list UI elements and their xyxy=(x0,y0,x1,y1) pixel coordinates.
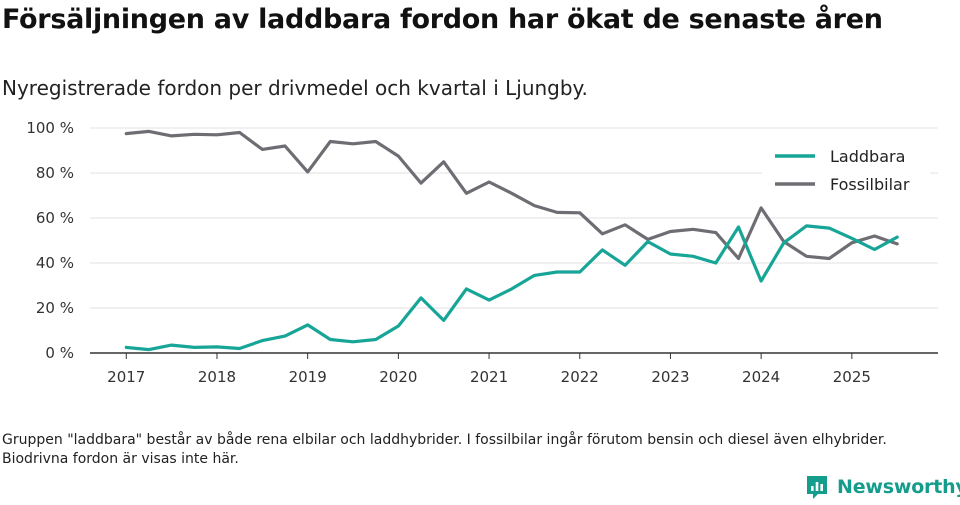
series-line-laddbara xyxy=(124,224,899,352)
y-tick-label: 100 % xyxy=(26,119,74,137)
x-tick-label: 2020 xyxy=(379,368,417,386)
brand[interactable]: Newsworthy xyxy=(805,474,960,500)
y-tick-label: 20 % xyxy=(36,299,74,317)
legend: Laddbara Fossilbilar xyxy=(762,140,930,200)
x-tick-label: 2017 xyxy=(107,368,145,386)
x-tick-label: 2023 xyxy=(651,368,689,386)
x-tick-label: 2024 xyxy=(742,368,780,386)
chart-title: Försäljningen av laddbara fordon har öka… xyxy=(2,4,883,35)
legend-label: Fossilbilar xyxy=(830,175,910,194)
y-tick-label: 80 % xyxy=(36,164,74,182)
newsworthy-logo-icon xyxy=(807,476,827,499)
footnote: Gruppen "laddbara" består av både rena e… xyxy=(2,432,887,467)
chart-subtitle: Nyregistrerade fordon per drivmedel och … xyxy=(2,76,588,100)
x-tick-label: 2022 xyxy=(561,368,599,386)
series-lines xyxy=(124,129,899,352)
y-tick-label: 40 % xyxy=(36,254,74,272)
x-tick-label: 2025 xyxy=(833,368,871,386)
legend-background xyxy=(762,140,930,200)
brand-name: Newsworthy xyxy=(837,476,960,498)
x-tick-label: 2018 xyxy=(198,368,236,386)
y-axis-ticks: 0 % 20 % 40 % 60 % 80 % 100 % xyxy=(26,119,74,362)
x-tick-label: 2021 xyxy=(470,368,508,386)
y-tick-label: 0 % xyxy=(45,344,74,362)
y-tick-label: 60 % xyxy=(36,209,74,227)
x-axis: 2017 2018 2019 2020 2021 2022 2023 2024 2025 xyxy=(90,352,938,386)
x-tick-label: 2019 xyxy=(289,368,327,386)
series-line-fossilbilar xyxy=(124,129,899,261)
legend-label: Laddbara xyxy=(830,147,905,166)
